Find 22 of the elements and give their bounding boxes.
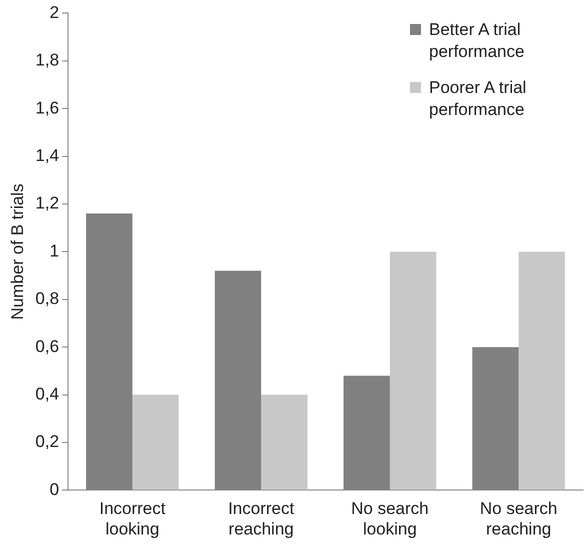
y-tick-label: 0,6: [35, 336, 60, 356]
bar: [518, 252, 565, 490]
y-tick-label: 1,6: [35, 98, 60, 118]
x-tick-label: No search looking: [351, 499, 429, 538]
y-tick-label: 0,8: [35, 289, 60, 308]
y-tick-label: 1,4: [35, 146, 60, 165]
y-tick-label: 0,4: [35, 384, 60, 404]
y-tick-label: 2: [50, 2, 60, 22]
x-tick-label: Incorrect reaching: [228, 499, 294, 538]
y-tick-label: 0,2: [35, 432, 60, 452]
legend-label: Poorer A trial performance: [429, 77, 528, 122]
legend-label: Better A trial performance: [429, 19, 526, 64]
y-tick-label: 1: [50, 241, 60, 260]
bar: [132, 394, 179, 490]
y-tick-label: 1,2: [35, 194, 60, 213]
y-tick-label: 0: [50, 480, 60, 499]
x-tick-label: Incorrect looking: [99, 499, 166, 538]
x-tick-label: No search reaching: [480, 499, 558, 538]
bar: [390, 252, 436, 490]
y-axis-title: Number of B trials: [8, 184, 27, 320]
y-tick-label: 1,8: [35, 50, 60, 70]
bar: [261, 394, 308, 490]
